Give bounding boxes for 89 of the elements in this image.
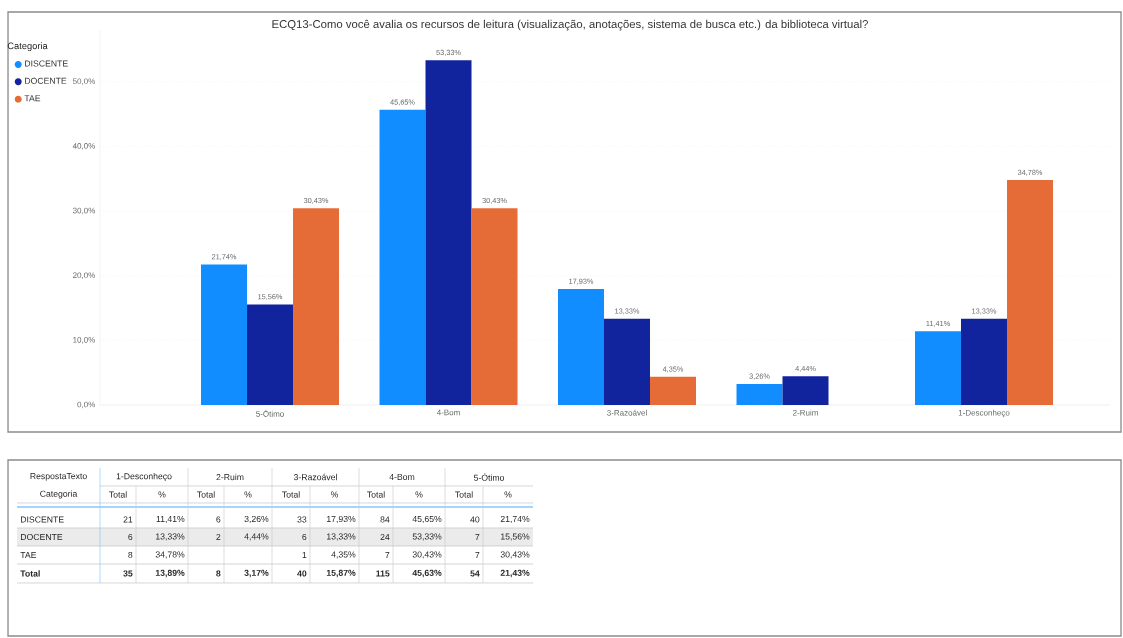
text: 8 <box>216 570 221 577</box>
bar <box>915 331 962 405</box>
text: Total <box>367 491 385 498</box>
text: 53,33% <box>412 533 442 541</box>
text: 8 <box>128 551 133 559</box>
text: Total <box>282 491 300 498</box>
text: 21,43% <box>500 569 530 578</box>
bar <box>1007 180 1053 405</box>
text: 84 <box>380 516 390 523</box>
text: 4,44% <box>244 533 269 541</box>
y-tick-label: 30,0% <box>72 207 96 215</box>
text: 4,35% <box>331 551 356 559</box>
text: 40 <box>470 516 480 523</box>
text: Total <box>197 491 215 498</box>
text: 7 <box>475 534 480 540</box>
text: 45,65% <box>412 515 442 524</box>
y-tick-label: 0,0% <box>77 401 96 409</box>
text: TAE <box>20 552 37 558</box>
text: % <box>158 491 166 498</box>
text: 2 <box>216 533 221 541</box>
bar <box>736 383 783 405</box>
x-tick-label: 5-Ótimo <box>256 409 284 417</box>
text: 7 <box>475 552 480 558</box>
text: 24 <box>380 533 390 541</box>
text: 21,74% <box>500 515 530 524</box>
text: % <box>244 491 252 498</box>
bar <box>650 376 697 405</box>
bar <box>961 318 1008 405</box>
text: 4-Bom <box>389 473 415 481</box>
text: 13,33% <box>156 533 185 541</box>
text: % <box>415 491 423 498</box>
text: 15,87% <box>326 569 356 578</box>
legend-label: TAE <box>24 95 41 102</box>
text: 21 <box>123 516 133 523</box>
text: DISCENTE <box>20 516 64 523</box>
text: 11,41% <box>156 515 185 524</box>
bar <box>247 304 294 405</box>
text: 3-Razoável <box>293 473 337 481</box>
text: 6 <box>128 533 133 541</box>
text: 5-Ótimo <box>473 473 505 481</box>
y-tick-label: 10,0% <box>73 337 96 344</box>
legend-label: DOCENTE <box>25 77 67 84</box>
y-tick-label: 50,0% <box>72 78 96 86</box>
bar <box>201 264 248 405</box>
bar <box>471 208 518 405</box>
x-tick-label: 1-Desconheço <box>958 409 1010 418</box>
text: Total <box>455 491 473 498</box>
text: 40 <box>297 570 307 577</box>
text: 115 <box>376 570 390 577</box>
text: Total <box>20 570 40 577</box>
text: % <box>330 491 339 498</box>
text: 15,56% <box>501 533 530 541</box>
text: % <box>504 491 512 498</box>
text: 13,89% <box>155 569 185 578</box>
text: RespostaTexto <box>30 473 87 481</box>
text: 30,43% <box>412 551 442 559</box>
bar <box>782 376 829 405</box>
bar <box>293 208 340 405</box>
text: 34,78% <box>155 551 185 559</box>
bar <box>604 318 651 405</box>
text: 13,33% <box>327 533 356 541</box>
text: 3,26% <box>244 515 269 524</box>
legend-title: Categoria <box>7 42 48 52</box>
bar <box>379 109 426 405</box>
text: 35 <box>123 570 133 577</box>
y-tick-label: 20,0% <box>73 272 96 279</box>
x-tick-label: 3-Razoável <box>607 409 647 416</box>
text: 33 <box>297 516 307 523</box>
text: 6 <box>302 533 307 541</box>
chart-title: ECQ13-Como você avalia os recursos de leitura (visualização, anotações, sistema de busca etc.) da biblioteca virtual? <box>272 19 868 31</box>
x-tick-label: 4-Bom <box>436 409 460 416</box>
bar <box>558 289 605 405</box>
text: 1 <box>302 552 307 558</box>
x-tick-label: 2-Ruim <box>793 409 818 416</box>
legend-label: DISCENTE <box>25 60 68 67</box>
text: DOCENTE <box>20 533 63 541</box>
text: 3,17% <box>244 569 269 578</box>
text: 2-Ruim <box>216 473 244 481</box>
text: 17,93% <box>327 515 356 524</box>
text: 30,43% <box>500 551 530 559</box>
text: 7 <box>385 552 390 558</box>
text: Categoria <box>40 490 78 499</box>
bar <box>425 60 472 405</box>
text: 45,63% <box>412 569 442 578</box>
text: 54 <box>470 570 480 577</box>
text: 6 <box>216 516 221 523</box>
text: Total <box>109 491 127 498</box>
y-tick-label: 40,0% <box>72 143 96 150</box>
text: 1-Desconheço <box>116 472 172 482</box>
